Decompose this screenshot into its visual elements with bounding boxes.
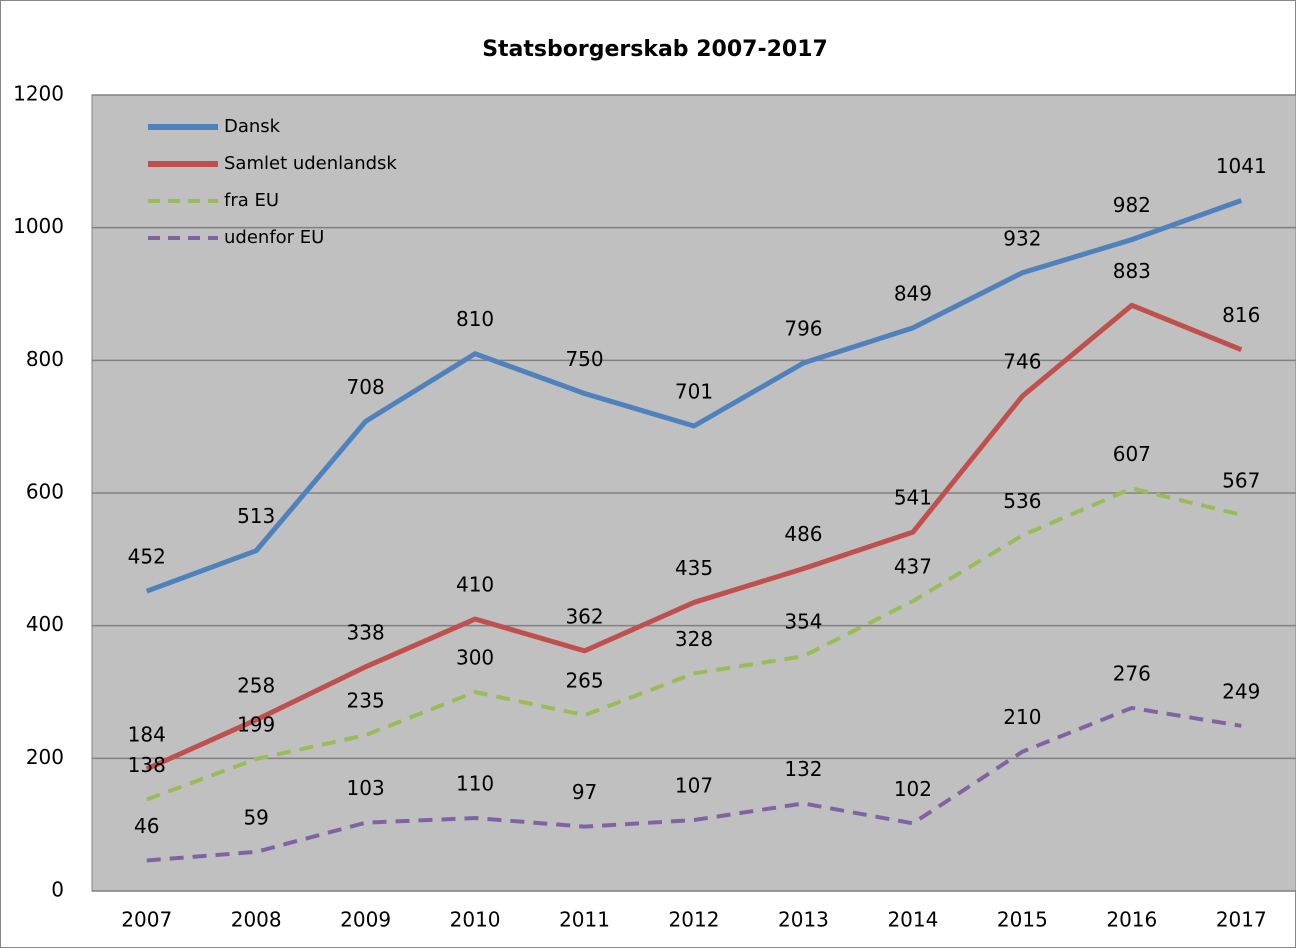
data-label: 265 [565,669,603,693]
data-label: 328 [675,627,713,651]
series-line [145,302,1243,772]
data-label: 849 [894,281,932,305]
data-label: 249 [1222,679,1260,703]
legend-label: fra EU [224,190,279,211]
data-label: 746 [1003,350,1041,374]
series-line [145,198,1243,594]
data-label: 235 [347,689,385,713]
data-label: 810 [456,307,494,331]
y-tick-label: 800 [26,347,64,371]
x-tick-label: 2007 [121,908,172,932]
series-line [146,486,1242,802]
x-tick-label: 2015 [997,908,1048,932]
data-label: 437 [894,555,932,579]
data-label: 59 [243,805,268,829]
data-label: 452 [128,545,166,569]
data-label: 199 [237,712,275,736]
legend-label: Dansk [224,116,281,137]
data-label: 513 [237,504,275,528]
series-line [146,705,1242,863]
x-tick-label: 2011 [559,908,610,932]
x-tick-label: 2014 [887,908,938,932]
legend-label: udenfor EU [224,227,324,248]
data-label: 184 [128,722,166,746]
legend-label: Samlet udenlandsk [224,153,397,174]
data-label: 103 [347,776,385,800]
data-label: 354 [784,610,822,634]
data-label: 107 [675,774,713,798]
data-label: 1041 [1216,154,1267,178]
data-label: 816 [1222,303,1260,327]
y-tick-label: 1200 [13,82,64,106]
chart-title: Statsborgerskab 2007-2017 [482,37,828,62]
x-tick-label: 2012 [669,908,720,932]
x-tick-label: 2016 [1106,908,1157,932]
data-label: 541 [894,486,932,510]
data-label: 46 [134,814,159,838]
y-tick-label: 200 [26,745,64,769]
y-tick-label: 400 [26,612,64,636]
data-label: 486 [784,522,822,546]
data-label: 300 [456,646,494,670]
data-label: 276 [1113,661,1151,685]
x-tick-label: 2013 [778,908,829,932]
data-label: 701 [675,380,713,404]
data-label: 796 [784,316,822,340]
y-tick-label: 0 [51,878,64,902]
data-label: 932 [1003,226,1041,250]
data-label: 138 [128,753,166,777]
x-tick-label: 2010 [450,908,501,932]
data-label: 883 [1113,259,1151,283]
data-label: 410 [456,573,494,597]
x-tick-label: 2009 [340,908,391,932]
data-label: 607 [1113,442,1151,466]
data-label: 97 [572,780,597,804]
data-label: 338 [347,620,385,644]
data-label: 750 [565,347,603,371]
data-label: 210 [1003,705,1041,729]
data-label: 435 [675,556,713,580]
data-label: 132 [784,757,822,781]
y-tick-label: 1000 [13,214,64,238]
data-label: 708 [347,375,385,399]
data-label: 536 [1003,489,1041,513]
data-label: 982 [1113,193,1151,217]
data-label: 362 [565,604,603,628]
data-label: 567 [1222,468,1260,492]
x-tick-label: 2017 [1216,908,1267,932]
y-tick-label: 600 [26,480,64,504]
x-tick-label: 2008 [231,908,282,932]
data-label: 258 [237,673,275,697]
data-label: 102 [894,777,932,801]
data-label: 110 [456,772,494,796]
